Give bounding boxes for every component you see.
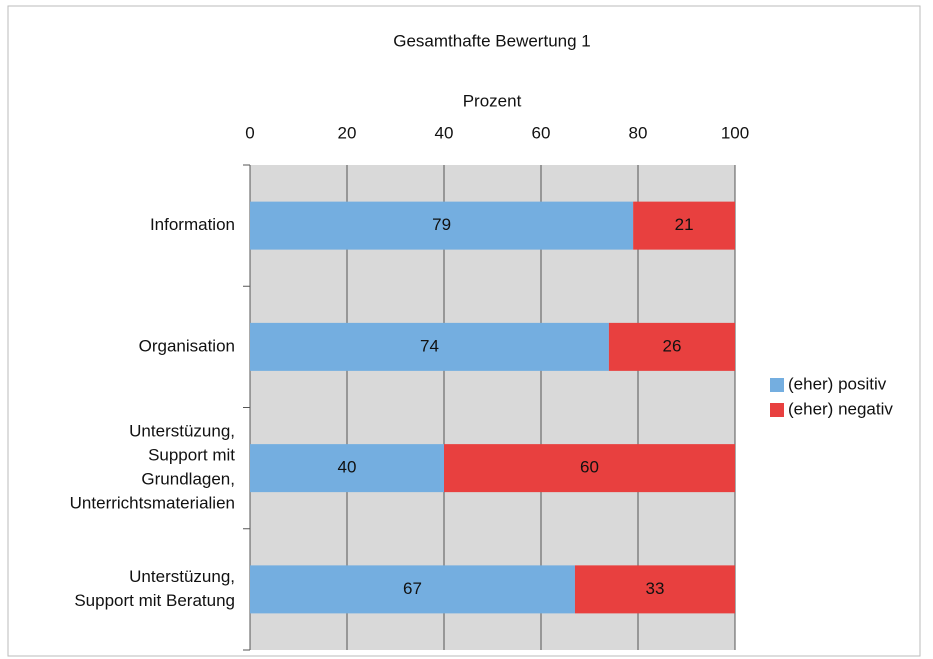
bar-segment bbox=[250, 201, 634, 250]
y-tick-label: Information bbox=[150, 215, 235, 234]
value-label: 40 bbox=[338, 458, 357, 477]
legend-label: (eher) negativ bbox=[788, 399, 893, 418]
bar-segment bbox=[444, 444, 735, 493]
x-tick-label: 20 bbox=[338, 123, 357, 142]
chart-title: Gesamthafte Bewertung 1 bbox=[393, 31, 591, 50]
value-label: 74 bbox=[420, 336, 439, 355]
legend-label: (eher) positiv bbox=[788, 374, 887, 393]
y-tick-label: Grundlagen, bbox=[141, 470, 235, 489]
bar-segment bbox=[250, 565, 575, 614]
value-label: 67 bbox=[403, 579, 422, 598]
y-tick-label: Organisation bbox=[139, 336, 235, 355]
y-tick-label: Support mit bbox=[148, 446, 235, 465]
x-tick-label: 40 bbox=[435, 123, 454, 142]
value-label: 21 bbox=[675, 215, 694, 234]
value-label: 60 bbox=[580, 458, 599, 477]
legend-swatch bbox=[770, 403, 784, 417]
y-tick-label: Unterrichtsmaterialien bbox=[70, 494, 235, 513]
bar-segment bbox=[608, 322, 735, 371]
x-tick-label: 80 bbox=[629, 123, 648, 142]
y-tick-label: Unterstüzung, bbox=[129, 567, 235, 586]
value-label: 33 bbox=[646, 579, 665, 598]
bar-segment bbox=[574, 565, 735, 614]
x-tick-label: 60 bbox=[532, 123, 551, 142]
value-label: 26 bbox=[662, 336, 681, 355]
x-tick-label: 0 bbox=[245, 123, 254, 142]
value-label: 79 bbox=[432, 215, 451, 234]
bar-segment bbox=[250, 444, 444, 493]
x-axis-label: Prozent bbox=[463, 91, 522, 110]
y-tick-label: Unterstüzung, bbox=[129, 422, 235, 441]
legend-swatch bbox=[770, 378, 784, 392]
bar-segment bbox=[250, 322, 609, 371]
y-tick-label: Support mit Beratung bbox=[74, 591, 235, 610]
bar-segment bbox=[633, 201, 735, 250]
x-tick-label: 100 bbox=[721, 123, 749, 142]
